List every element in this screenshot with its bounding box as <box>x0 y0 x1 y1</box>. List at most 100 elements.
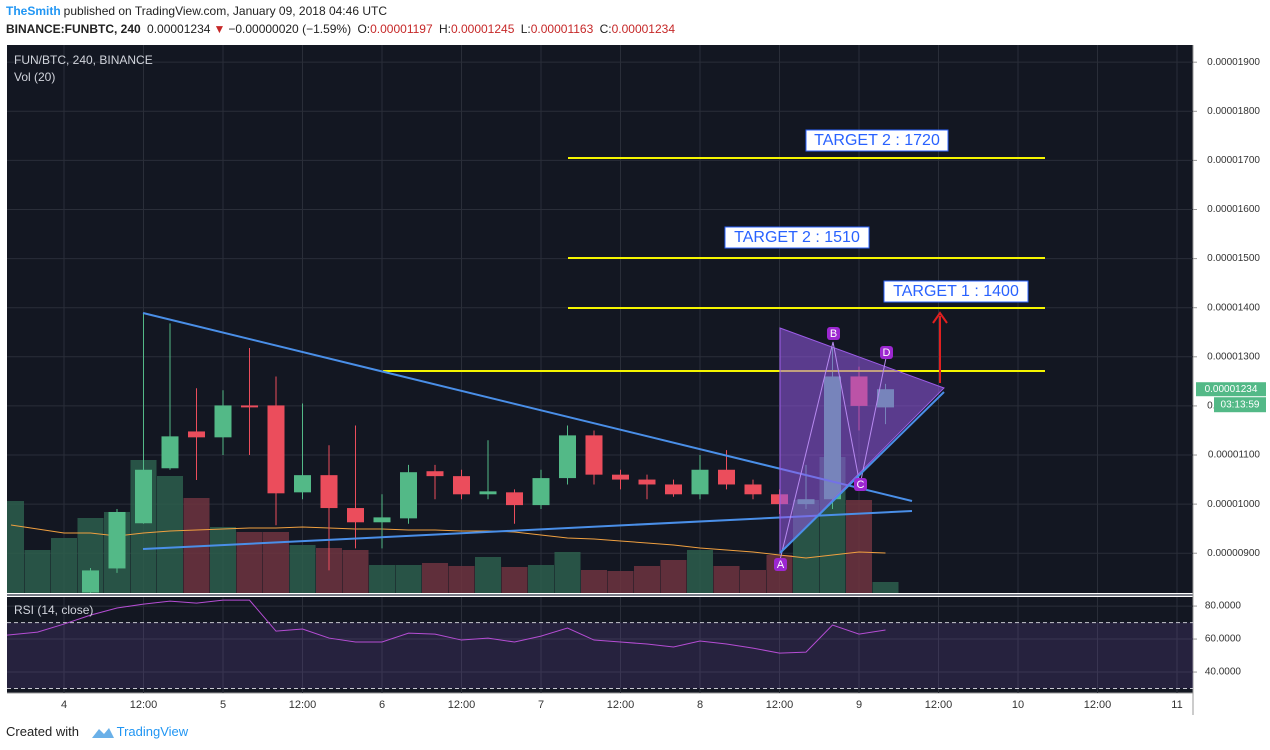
published: published on TradingView.com, January 09… <box>63 4 387 18</box>
x-tick-label: 6 <box>379 699 385 711</box>
volume-bar <box>554 552 581 593</box>
volume-bar <box>607 571 634 593</box>
rsi-title: RSI (14, close) <box>14 603 93 617</box>
candle-body <box>135 469 152 524</box>
y-tick-label: 0.00001500 <box>1207 253 1260 264</box>
low: 0.00001163 <box>530 22 594 36</box>
candle-body <box>585 435 603 475</box>
symbol: BINANCE:FUNBTC, 240 <box>6 22 141 36</box>
x-tick-label: 7 <box>538 699 544 711</box>
volume-bar <box>342 550 369 593</box>
candle-body <box>82 570 99 593</box>
rsi-band-fill <box>7 622 1193 689</box>
x-tick-label: 9 <box>856 699 862 711</box>
rsi-pane <box>7 597 1193 693</box>
author: TheSmith <box>6 4 61 18</box>
candle-body <box>108 511 126 569</box>
candle-body <box>612 474 629 480</box>
volume-bar <box>24 550 51 593</box>
candle-body <box>347 508 364 523</box>
close-label: C: <box>599 22 612 36</box>
volume-bar <box>422 563 448 593</box>
pattern-triangle <box>779 327 945 555</box>
target-box <box>805 129 949 152</box>
target-label: TARGET 2 : 1510 <box>734 229 860 246</box>
rsi-line <box>7 599 886 654</box>
candle-body <box>400 472 417 519</box>
brand[interactable]: TradingView <box>116 724 189 739</box>
volume-bar <box>846 500 872 593</box>
candle-body <box>559 435 576 479</box>
countdown-badge <box>1214 397 1266 413</box>
close: 0.00001234 <box>611 22 675 36</box>
x-tick-label: 5 <box>220 699 226 711</box>
point-label: C <box>857 479 865 491</box>
x-tick-label: 12:00 <box>448 699 476 711</box>
x-tick-label: 12:00 <box>289 699 317 711</box>
candle-body <box>744 484 762 495</box>
y-tick-label: 0.00001000 <box>1207 499 1260 510</box>
candle-body <box>453 476 470 495</box>
rsi-tick-label: 60.0000 <box>1205 634 1242 645</box>
volume-bar <box>634 566 660 593</box>
volume-bar <box>51 538 77 593</box>
volume-bar <box>740 570 766 593</box>
target-label: TARGET 1 : 1400 <box>893 283 1019 300</box>
candle-body <box>426 471 444 477</box>
volume-bar <box>7 501 24 593</box>
header-line-1: TheSmith published on TradingView.com, Ja… <box>6 4 390 18</box>
open: 0.00001197 <box>370 22 433 36</box>
volume-bar <box>157 476 183 593</box>
x-tick-label: 12:00 <box>607 699 635 711</box>
y-tick-label: 0.00001600 <box>1207 204 1260 215</box>
candle-body <box>665 484 682 495</box>
candle-body <box>214 405 232 438</box>
volume-bar <box>475 557 501 593</box>
volume-ma <box>10 524 886 559</box>
y-tick-label: 0.00001900 <box>1207 57 1260 68</box>
x-tick-label: 12:00 <box>925 699 953 711</box>
point-marker <box>774 558 787 571</box>
candle-body <box>188 431 205 438</box>
candle-body <box>373 517 391 523</box>
x-tick-label: 4 <box>61 699 67 711</box>
change: −0.00000020 (−1.59%) <box>228 22 352 36</box>
y-tick-label: 0.00001100 <box>1208 450 1261 461</box>
target-arrow-head <box>932 311 948 324</box>
y-tick-label: 0.00000900 <box>1207 548 1260 559</box>
point-marker <box>880 346 893 359</box>
volume-bar <box>448 566 475 593</box>
y-tick-label: 0.00001400 <box>1207 302 1260 313</box>
last-price-badge <box>1196 382 1266 397</box>
point-label: A <box>777 559 785 571</box>
candle-body <box>638 479 656 485</box>
last: 0.00001234 <box>147 22 211 36</box>
trendline <box>779 391 945 554</box>
pane-title: FUN/BTC, 240, BINANCE <box>14 53 153 67</box>
x-tick-label: 12:00 <box>1084 699 1112 711</box>
created-with: Created with <box>6 724 79 739</box>
point-label: D <box>883 347 891 359</box>
x-tick-label: 10 <box>1012 699 1024 711</box>
countdown: 03:13:59 <box>1221 399 1260 410</box>
y-tick-label: 0.00001700 <box>1207 155 1260 166</box>
volume-bar <box>528 565 554 593</box>
candle-body <box>691 469 709 495</box>
volume-bar <box>581 570 607 593</box>
candle-body <box>479 491 497 495</box>
pattern-path <box>779 341 887 561</box>
candle-body <box>532 478 550 506</box>
x-tick-label: 8 <box>697 699 703 711</box>
volume-bar <box>501 567 528 593</box>
drawings: TARGET 2 : 1720 TARGET 2 : 1510 TARGET 1… <box>142 129 1045 571</box>
volume-bar <box>687 550 713 593</box>
point-label: B <box>830 328 837 340</box>
candle-body <box>320 475 338 509</box>
rsi-tick-label: 40.0000 <box>1205 667 1242 678</box>
y-tick-label: 0.00001300 <box>1207 351 1260 362</box>
rsi <box>7 599 1193 690</box>
candle-body <box>718 469 735 485</box>
logo <box>92 728 114 738</box>
